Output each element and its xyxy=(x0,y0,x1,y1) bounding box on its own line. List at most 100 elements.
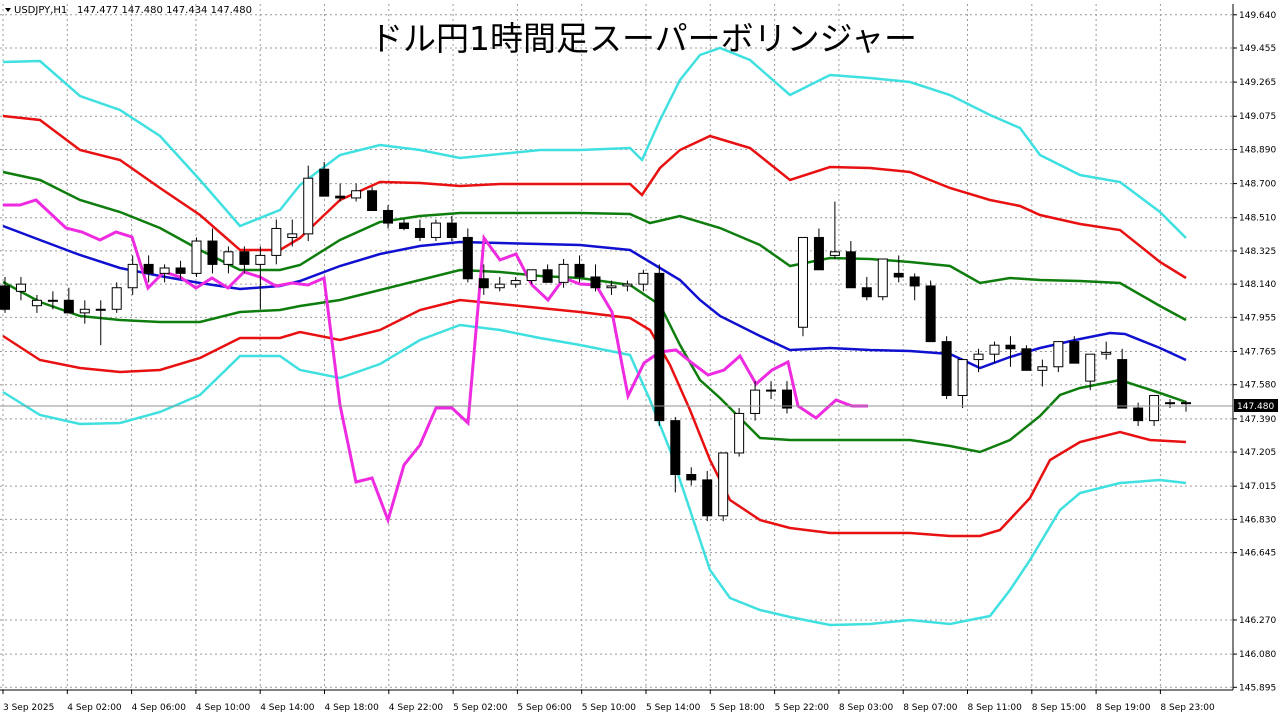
candle xyxy=(0,276,10,313)
candle xyxy=(893,255,904,283)
candles xyxy=(0,162,1191,522)
candle xyxy=(1101,341,1112,360)
candle xyxy=(287,219,298,247)
symbol-label: USDJPY,H1 xyxy=(14,5,67,16)
y-tick-label: 147.390 xyxy=(1239,415,1276,425)
candle xyxy=(143,255,154,283)
candle xyxy=(430,219,441,242)
candle xyxy=(351,183,362,202)
candle xyxy=(319,162,330,197)
candle xyxy=(845,241,856,289)
ohlc-readout: 147.477 147.480 147.434 147.480 xyxy=(77,5,252,16)
candle xyxy=(861,276,872,301)
y-tick-label: 146.645 xyxy=(1239,549,1276,559)
candle xyxy=(574,255,585,283)
candle xyxy=(191,237,202,277)
y-tick-label: 148.140 xyxy=(1239,280,1276,290)
candle xyxy=(1021,345,1032,371)
candle xyxy=(542,264,553,283)
candle xyxy=(255,246,266,310)
y-tick-label: 147.205 xyxy=(1239,448,1276,458)
candle xyxy=(1117,348,1128,409)
x-tick-label: 8 Sep 11:00 xyxy=(968,703,1023,713)
y-tick-label: 147.580 xyxy=(1239,381,1276,391)
candle xyxy=(111,282,122,313)
symbol-header: USDJPY,H1 147.477 147.480 147.434 147.48… xyxy=(5,5,252,16)
current-price-tag: 147.480 xyxy=(1234,399,1278,412)
candle xyxy=(239,246,250,274)
chart-grid xyxy=(0,4,1233,690)
x-tick-label: 5 Sep 14:00 xyxy=(646,703,701,713)
x-tick-label: 8 Sep 07:00 xyxy=(903,703,958,713)
x-tick-label: 4 Sep 10:00 xyxy=(196,703,251,713)
candle xyxy=(63,287,74,314)
candle xyxy=(925,280,936,343)
candle xyxy=(1037,359,1048,387)
candle xyxy=(526,269,537,285)
candle xyxy=(877,258,888,301)
x-tick-label: 8 Sep 19:00 xyxy=(1096,703,1151,713)
x-tick-label: 5 Sep 02:00 xyxy=(453,703,508,713)
x-tick-label: 8 Sep 15:00 xyxy=(1032,703,1087,713)
x-tick-label: 4 Sep 14:00 xyxy=(260,703,315,713)
candle xyxy=(1133,402,1144,427)
candle xyxy=(670,417,681,493)
chart-title: ドル円1時間足スーパーボリンジャー xyxy=(370,19,917,58)
y-tick-label: 147.955 xyxy=(1239,313,1276,323)
candle xyxy=(175,260,186,279)
x-tick-label: 4 Sep 02:00 xyxy=(67,703,122,713)
candle xyxy=(1149,394,1160,427)
y-tick-label: 149.075 xyxy=(1239,112,1276,122)
y-tick-label: 149.265 xyxy=(1239,78,1276,88)
time-axis: 3 Sep 2025 4 Sep 02:00 4 Sep 06:00 4 Sep 10… xyxy=(0,689,1233,713)
candle xyxy=(383,205,394,229)
candle xyxy=(590,264,601,292)
current-price-label: 147.480 xyxy=(1237,402,1274,412)
candle xyxy=(367,187,378,212)
candle xyxy=(494,276,505,292)
candle xyxy=(31,294,42,313)
candle xyxy=(718,452,729,522)
candle xyxy=(1069,336,1080,364)
y-tick-label: 147.765 xyxy=(1239,347,1276,357)
candle xyxy=(813,228,824,271)
candle xyxy=(606,280,617,295)
candle xyxy=(766,381,777,400)
candle xyxy=(462,228,473,283)
band-minus-2sigma xyxy=(2,298,1187,538)
candle xyxy=(159,264,170,283)
candle xyxy=(1165,399,1176,409)
x-tick-label: 5 Sep 10:00 xyxy=(582,703,637,713)
y-tick-label: 148.510 xyxy=(1239,214,1276,224)
candle xyxy=(941,336,952,400)
y-tick-label: 145.895 xyxy=(1239,683,1276,693)
y-tick-label: 146.830 xyxy=(1239,515,1276,525)
candle xyxy=(335,183,346,202)
candle xyxy=(79,300,90,324)
candle xyxy=(1053,341,1064,373)
candle xyxy=(782,381,793,414)
candle xyxy=(622,280,633,292)
candle xyxy=(446,215,457,242)
candle xyxy=(207,228,218,274)
candle xyxy=(398,219,409,231)
x-tick-label: 4 Sep 18:00 xyxy=(325,703,380,713)
candle xyxy=(47,291,58,310)
x-tick-label: 3 Sep 2025 xyxy=(3,703,54,713)
y-tick-label: 146.270 xyxy=(1239,616,1276,626)
lagging-span-line xyxy=(3,198,868,525)
y-tick-label: 149.455 xyxy=(1239,44,1276,54)
candle xyxy=(638,269,649,292)
y-tick-label: 148.700 xyxy=(1239,180,1276,190)
candle xyxy=(1085,353,1096,391)
dropdown-triangle-icon xyxy=(5,8,11,12)
candle xyxy=(686,467,697,486)
x-tick-label: 8 Sep 03:00 xyxy=(839,703,894,713)
x-tick-label: 4 Sep 22:00 xyxy=(389,703,444,713)
candle xyxy=(702,470,713,522)
candle xyxy=(478,264,489,295)
x-tick-label: 5 Sep 06:00 xyxy=(517,703,572,713)
candle xyxy=(973,348,984,373)
band-minus-1sigma xyxy=(2,268,1187,454)
